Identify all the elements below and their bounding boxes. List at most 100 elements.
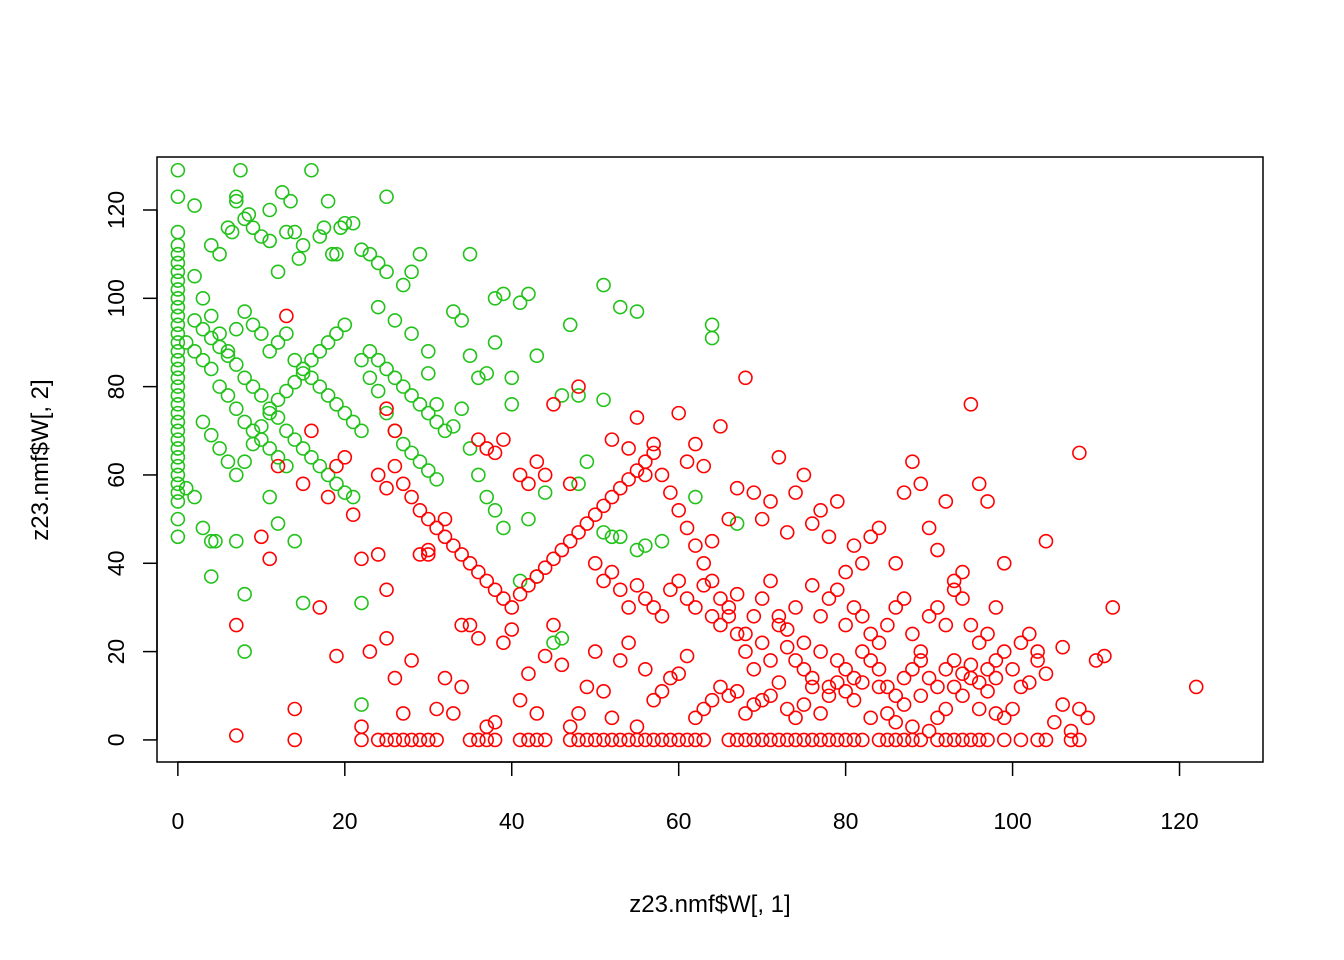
data-point xyxy=(203,533,219,549)
data-point xyxy=(930,679,945,695)
data-point xyxy=(496,635,511,651)
data-point xyxy=(471,370,486,386)
data-point xyxy=(178,335,194,350)
data-point xyxy=(362,644,378,659)
data-point xyxy=(905,454,920,470)
data-point xyxy=(170,423,186,439)
data-point xyxy=(696,555,712,571)
data-point xyxy=(821,679,837,695)
data-point xyxy=(304,352,319,368)
data-point xyxy=(195,520,211,536)
data-point xyxy=(930,710,945,726)
data-point xyxy=(896,697,912,712)
data-point xyxy=(337,449,353,465)
data-point xyxy=(813,706,828,721)
data-point xyxy=(562,317,578,333)
data-point xyxy=(370,467,386,483)
data-point xyxy=(587,507,603,523)
data-point xyxy=(370,255,386,271)
data-point xyxy=(387,423,403,439)
x-tick-label: 20 xyxy=(332,808,358,834)
data-point xyxy=(337,215,353,231)
x-tick-label: 60 xyxy=(666,808,692,834)
data-point xyxy=(746,485,762,500)
data-point xyxy=(404,653,419,668)
data-point xyxy=(771,675,787,690)
data-point xyxy=(571,388,586,403)
data-point xyxy=(262,202,277,218)
data-point xyxy=(779,622,795,637)
data-point xyxy=(738,706,753,721)
data-point xyxy=(813,502,828,518)
data-point xyxy=(203,238,219,253)
data-point xyxy=(988,706,1004,721)
data-point xyxy=(224,224,240,240)
data-point xyxy=(446,538,461,553)
data-point xyxy=(170,494,186,509)
data-point xyxy=(170,317,186,333)
data-point xyxy=(938,494,954,509)
data-point xyxy=(203,427,219,443)
data-point xyxy=(170,405,186,421)
data-point xyxy=(354,242,369,258)
data-point xyxy=(729,586,745,602)
data-point xyxy=(521,578,536,593)
data-point xyxy=(279,423,294,439)
data-point xyxy=(287,224,303,240)
data-point xyxy=(1080,710,1096,726)
data-point xyxy=(679,648,695,664)
data-point xyxy=(170,255,186,271)
data-point xyxy=(412,454,428,470)
data-point xyxy=(170,388,186,403)
data-point xyxy=(971,701,987,717)
data-point xyxy=(821,529,837,545)
data-point xyxy=(554,657,570,673)
data-point xyxy=(228,617,244,633)
data-point xyxy=(504,622,520,637)
y-tick-label: 100 xyxy=(103,279,129,317)
data-point xyxy=(971,476,987,492)
data-point xyxy=(788,653,803,668)
data-point xyxy=(170,467,186,483)
data-point xyxy=(679,454,695,470)
data-point xyxy=(913,688,929,704)
data-point xyxy=(671,732,686,748)
data-point xyxy=(621,732,636,748)
data-point xyxy=(571,732,586,748)
data-point xyxy=(170,449,186,465)
data-point xyxy=(571,525,586,540)
data-point xyxy=(771,617,787,633)
data-point xyxy=(420,732,436,748)
data-point xyxy=(274,185,290,200)
data-point xyxy=(283,193,298,209)
data-point xyxy=(871,732,887,748)
data-point xyxy=(654,467,670,483)
data-point xyxy=(379,189,394,205)
data-point xyxy=(487,445,503,461)
data-point xyxy=(187,489,202,505)
data-point xyxy=(855,732,870,748)
x-axis-title: z23.nmf$W[, 1] xyxy=(629,891,790,918)
data-point xyxy=(638,732,653,748)
data-point xyxy=(254,388,269,403)
data-point xyxy=(596,732,611,748)
data-point xyxy=(262,233,277,249)
data-point xyxy=(291,251,307,266)
data-point xyxy=(429,701,444,717)
data-point xyxy=(287,533,303,549)
data-point xyxy=(955,591,970,606)
data-point xyxy=(779,701,795,717)
data-point xyxy=(379,361,394,377)
data-point xyxy=(612,480,628,496)
data-point xyxy=(320,335,336,350)
data-point xyxy=(804,578,820,593)
data-point xyxy=(863,653,878,668)
data-point xyxy=(529,706,545,721)
data-point xyxy=(996,710,1012,726)
data-point xyxy=(404,489,419,505)
data-point xyxy=(379,401,394,417)
data-point xyxy=(596,573,611,589)
data-point xyxy=(233,162,248,178)
data-point xyxy=(512,295,528,311)
